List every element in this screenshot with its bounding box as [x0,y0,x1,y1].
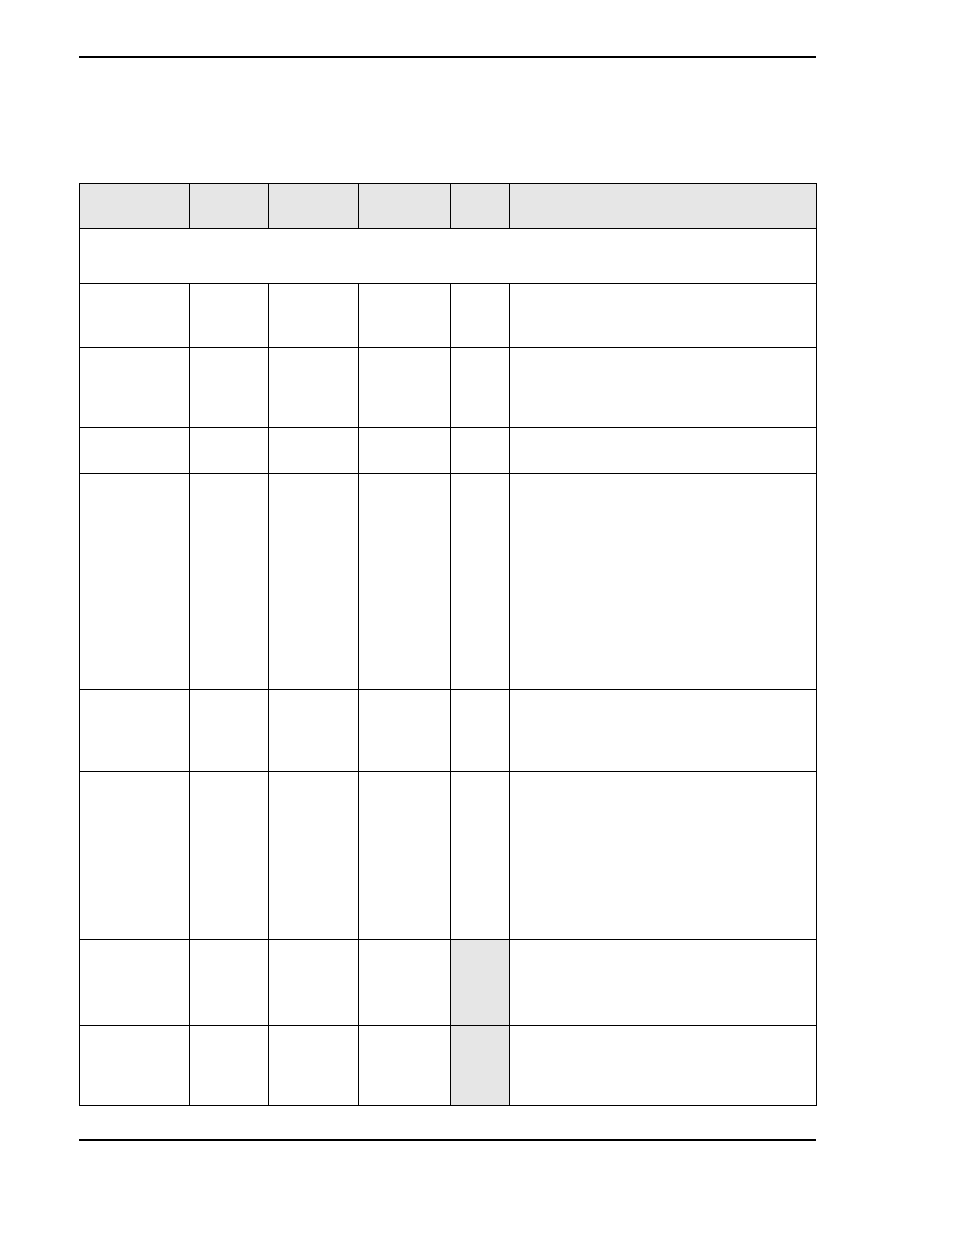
table-cell [510,690,817,772]
table-cell-shaded [451,940,510,1026]
table-cell [80,940,190,1026]
table-cell [451,690,510,772]
bottom-rule [79,1139,816,1141]
table-cell [359,474,451,690]
col-header-3 [269,184,359,229]
table-cell [80,690,190,772]
table-cell [510,940,817,1026]
table-cell [359,690,451,772]
table-row [80,284,817,348]
table-cell [510,772,817,940]
col-header-5 [451,184,510,229]
table-cell [190,1026,269,1106]
table-cell [510,284,817,348]
table-cell [269,1026,359,1106]
table-cell [269,690,359,772]
table-cell [190,348,269,428]
table-header-row [80,184,817,229]
col-header-4 [359,184,451,229]
table-row [80,690,817,772]
table-cell [510,474,817,690]
table-cell [269,772,359,940]
col-header-6 [510,184,817,229]
table-cell [80,348,190,428]
col-header-2 [190,184,269,229]
table-row [80,428,817,474]
table-cell-span [80,229,817,284]
table-cell [269,348,359,428]
table-body [80,184,817,1106]
table-row [80,348,817,428]
table-cell [510,348,817,428]
table-cell [510,1026,817,1106]
table-cell [190,940,269,1026]
table-row [80,229,817,284]
table-cell [80,772,190,940]
table-cell [190,772,269,940]
table-cell [451,348,510,428]
table-cell [359,940,451,1026]
table-cell [190,428,269,474]
table-cell [269,428,359,474]
table-cell-shaded [451,1026,510,1106]
data-table [79,183,817,1106]
table-cell [269,940,359,1026]
table-cell [80,428,190,474]
table-cell [80,474,190,690]
table-cell [510,428,817,474]
table-cell [451,772,510,940]
table-cell [451,428,510,474]
table-row [80,1026,817,1106]
table-cell [190,284,269,348]
table-row [80,474,817,690]
table-cell [359,284,451,348]
col-header-1 [80,184,190,229]
table-cell [359,772,451,940]
table-cell [359,1026,451,1106]
page [79,0,816,1235]
table-cell [269,474,359,690]
top-rule [79,56,816,58]
table-cell [269,284,359,348]
table-cell [359,428,451,474]
table-cell [451,474,510,690]
table-cell [80,284,190,348]
table-row [80,940,817,1026]
table-cell [359,348,451,428]
table-cell [190,690,269,772]
table-cell [451,284,510,348]
table-row [80,772,817,940]
table-cell [190,474,269,690]
table-cell [80,1026,190,1106]
